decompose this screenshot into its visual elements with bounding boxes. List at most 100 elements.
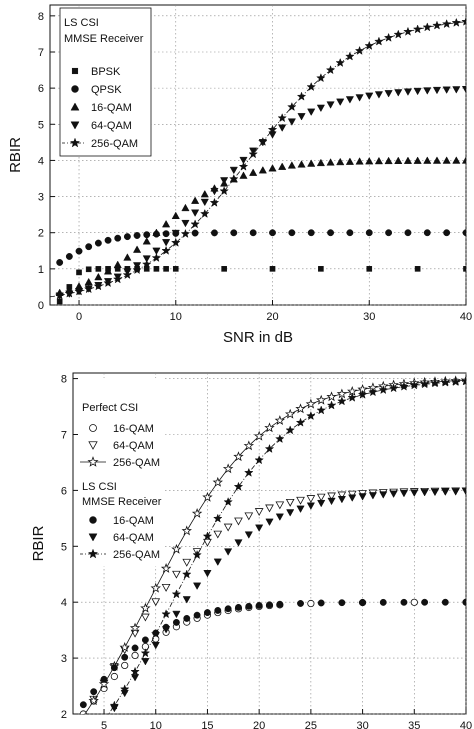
data-point	[423, 229, 431, 237]
data-point	[393, 29, 404, 39]
data-point	[412, 24, 423, 34]
data-point	[355, 94, 364, 102]
data-point	[264, 443, 275, 453]
data-point	[141, 658, 150, 666]
data-point	[452, 86, 461, 94]
legend-entry: BPSK	[91, 66, 121, 78]
data-point	[274, 415, 286, 425]
data-point	[399, 381, 409, 391]
data-point	[336, 388, 348, 399]
data-point	[132, 245, 142, 253]
data-point	[229, 166, 238, 175]
y-axis: 0 1 2 3 4 5 6 7 8	[38, 11, 55, 312]
data-point	[278, 162, 287, 170]
data-point	[326, 391, 337, 402]
x-tick-label: 15	[201, 720, 213, 729]
legend: Perfect CSI 16-QAM 64-QAM 256-QAM LS CSI MMSE…	[78, 378, 163, 566]
data-point	[266, 601, 273, 609]
data-point	[419, 379, 430, 389]
legend-entry: 256-QAM	[91, 138, 138, 150]
data-point	[203, 609, 211, 617]
data-point	[348, 494, 357, 502]
data-point	[379, 598, 387, 606]
data-point	[245, 602, 253, 610]
data-point	[316, 104, 325, 113]
data-point	[210, 187, 219, 196]
data-point	[337, 495, 346, 504]
y-tick-label: 1	[38, 264, 44, 276]
chart-bottom: 5101520253035402345678SNR in dBRBIRPerfe…	[30, 372, 472, 729]
data-point	[394, 156, 403, 164]
data-point	[249, 229, 257, 237]
data-point	[441, 598, 449, 606]
data-point	[414, 266, 421, 272]
data-point	[202, 531, 213, 541]
chart-top: 0 10 20 30 40 0 1 2 3 4 5 6 7 8 SNR in dB RBIR LS CSI MMS…	[7, 4, 472, 346]
data-point	[110, 672, 118, 681]
data-point	[326, 101, 335, 109]
data-point	[306, 81, 316, 92]
data-point	[64, 288, 75, 298]
data-point	[335, 57, 346, 67]
data-point	[163, 266, 169, 272]
data-point	[374, 91, 384, 99]
data-point	[233, 481, 244, 491]
data-point	[422, 22, 433, 32]
data-point	[171, 589, 182, 599]
y-tick-label: 4	[61, 597, 67, 609]
data-point	[420, 489, 429, 497]
y-tick-label: 3	[61, 653, 67, 665]
data-point	[461, 156, 466, 164]
data-point	[181, 203, 190, 212]
data-point	[268, 164, 277, 172]
data-point	[222, 463, 234, 474]
data-point	[275, 501, 285, 510]
data-point	[122, 269, 133, 280]
data-point	[75, 247, 83, 255]
data-point	[79, 701, 87, 709]
data-point	[192, 549, 202, 560]
legend-marker	[89, 424, 97, 432]
y-tick-label: 7	[38, 47, 44, 59]
data-point	[94, 239, 102, 247]
series	[108, 376, 466, 714]
data-point	[432, 156, 442, 164]
data-point	[285, 498, 295, 507]
x-tick-label: 40	[460, 720, 472, 729]
data-point	[295, 417, 306, 427]
x-tick-label: 5	[101, 720, 107, 729]
data-point	[346, 229, 354, 237]
data-point	[140, 602, 151, 613]
data-point	[224, 605, 232, 613]
data-point	[305, 398, 317, 409]
data-point	[141, 259, 152, 269]
data-point	[85, 266, 92, 273]
data-point	[452, 156, 461, 164]
data-point	[345, 51, 355, 61]
data-point	[93, 281, 104, 291]
x-tick-label: 25	[305, 720, 317, 729]
legend-marker	[69, 137, 81, 148]
legend-entry: 256-QAM	[113, 457, 160, 469]
data-point	[161, 584, 171, 592]
y-tick-label: 2	[38, 228, 44, 240]
y-axis-label: RBIR	[30, 525, 47, 561]
legend-marker	[70, 121, 80, 130]
data-point	[413, 87, 422, 96]
data-point	[172, 266, 179, 272]
data-point	[183, 614, 191, 622]
series	[55, 86, 466, 300]
data-point	[172, 618, 180, 626]
data-point	[151, 598, 161, 607]
data-point	[253, 430, 265, 441]
data-point	[326, 158, 335, 166]
data-point	[461, 16, 466, 26]
data-point	[378, 384, 389, 395]
data-point	[143, 231, 151, 239]
data-point	[200, 198, 209, 207]
data-point	[110, 664, 118, 672]
data-point	[355, 157, 364, 165]
data-point	[383, 32, 394, 42]
data-point	[254, 455, 264, 465]
